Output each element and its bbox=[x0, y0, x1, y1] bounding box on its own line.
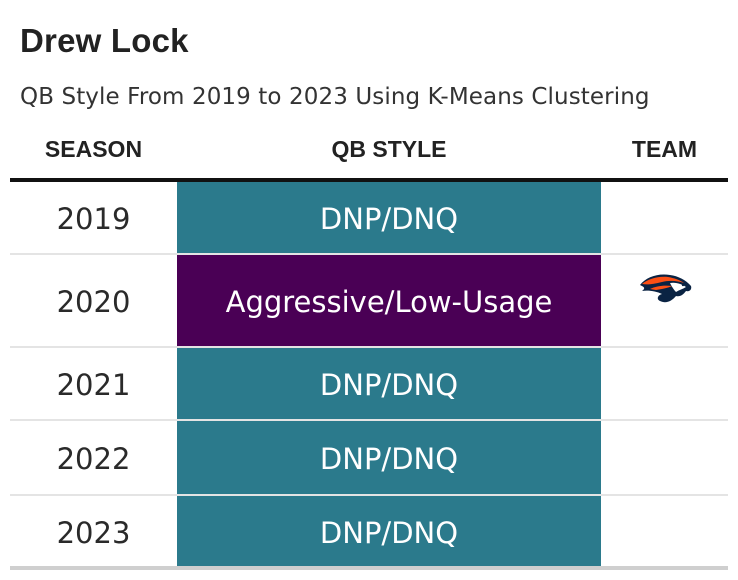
column-header-qb-style: QB STYLE bbox=[331, 136, 447, 162]
broncos-logo-icon bbox=[639, 273, 691, 302]
table-row: 2022 DNP/DNQ bbox=[10, 421, 728, 496]
row-divider bbox=[10, 494, 728, 496]
row-divider bbox=[10, 346, 728, 348]
row-divider bbox=[10, 253, 728, 255]
header-rule bbox=[10, 178, 728, 182]
season-cell: 2019 bbox=[56, 201, 131, 236]
column-header-season: SEASON bbox=[44, 136, 143, 162]
season-cell: 2023 bbox=[56, 516, 131, 550]
table-row: 2020 Aggressive/Low-Usage bbox=[10, 255, 728, 348]
team-cell bbox=[601, 348, 728, 421]
page-subtitle: QB Style From 2019 to 2023 Using K-Means… bbox=[20, 84, 650, 110]
qb-style-cell: DNP/DNQ bbox=[177, 348, 601, 421]
season-cell: 2020 bbox=[56, 284, 131, 319]
team-cell bbox=[601, 255, 728, 348]
column-header-team: TEAM bbox=[631, 136, 698, 162]
page-title: Drew Lock bbox=[20, 22, 189, 59]
qb-style-cell: DNP/DNQ bbox=[177, 182, 601, 255]
qb-style-cell: DNP/DNQ bbox=[177, 496, 601, 570]
season-cell: 2022 bbox=[56, 441, 131, 476]
table-header: SEASON QB STYLE TEAM bbox=[10, 134, 728, 178]
qb-style-cell: Aggressive/Low-Usage bbox=[177, 255, 601, 348]
row-divider bbox=[10, 566, 728, 570]
team-cell bbox=[601, 182, 728, 255]
team-cell bbox=[601, 421, 728, 496]
row-divider bbox=[10, 419, 728, 421]
table-row: 2019 DNP/DNQ bbox=[10, 182, 728, 255]
team-cell bbox=[601, 496, 728, 570]
table-row: 2023 DNP/DNQ bbox=[10, 496, 728, 570]
qb-style-cell: DNP/DNQ bbox=[177, 421, 601, 496]
season-cell: 2021 bbox=[56, 367, 131, 402]
table-row: 2021 DNP/DNQ bbox=[10, 348, 728, 421]
